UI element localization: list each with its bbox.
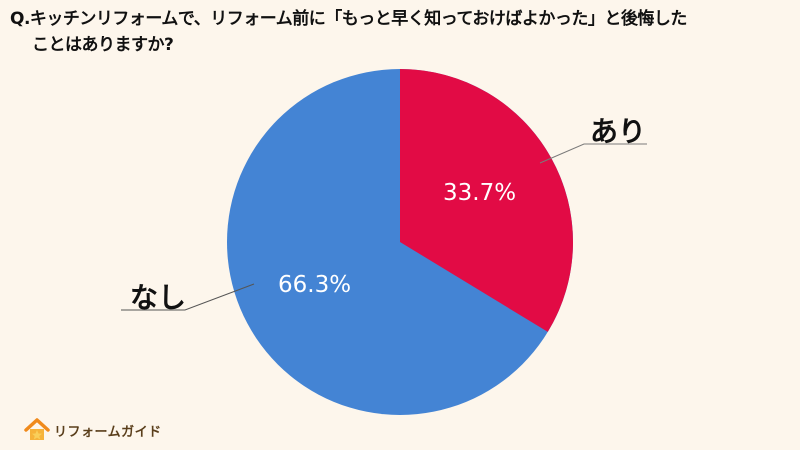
brand-logo: リフォームガイド [24, 418, 162, 442]
house-icon [24, 418, 50, 440]
slice-ari [400, 69, 573, 332]
logo-text: リフォームガイド [54, 424, 162, 440]
leader-line-nashi [121, 283, 255, 311]
value-nashi: 66.3% [278, 272, 352, 298]
title-line-1: Q.キッチンリフォームで、リフォーム前に「もっと早く知っておけばよかった」と後悔… [10, 9, 687, 29]
label-nashi: なし [130, 281, 187, 314]
question-title: Q.キッチンリフォームで、リフォーム前に「もっと早く知っておけばよかった」と後悔… [10, 6, 790, 58]
leader-line-ari [539, 143, 647, 164]
label-ari: あり [590, 115, 647, 148]
title-line-2: ことはありますか? [32, 35, 174, 55]
value-ari: 33.7% [443, 180, 517, 206]
